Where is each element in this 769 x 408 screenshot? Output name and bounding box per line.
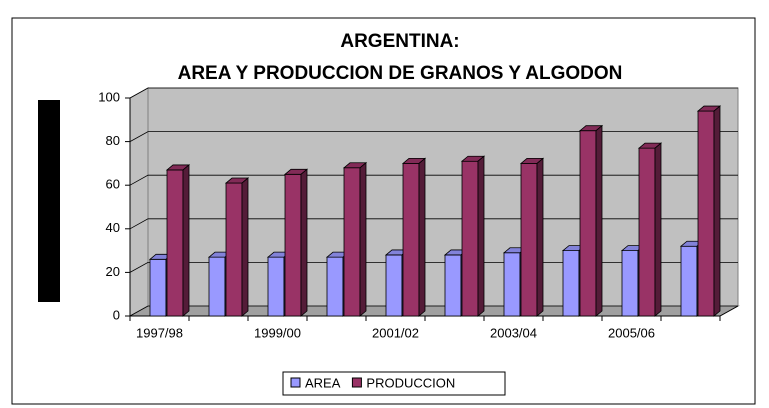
bar-front (385, 254, 403, 317)
bar-front (208, 256, 226, 317)
bar (637, 142, 663, 317)
legend-swatch (351, 377, 362, 388)
y-tick-label: 100 (98, 89, 120, 104)
chart-title: ARGENTINA: (340, 31, 459, 52)
bar-side (536, 157, 544, 317)
legend-swatch (290, 377, 301, 388)
bar-front (461, 160, 479, 317)
y-tick-label: 40 (106, 220, 120, 235)
x-axis-end (719, 305, 739, 317)
bar-front (680, 245, 698, 317)
legend-label: AREA (305, 375, 341, 390)
bar-side (595, 124, 603, 317)
bar-front (638, 147, 656, 317)
x-tick-label: 1997/98 (136, 325, 183, 340)
y-tick-label: 0 (113, 307, 120, 322)
bar (401, 157, 427, 317)
bar-side (477, 155, 485, 317)
bar-front (149, 258, 167, 317)
bar-side (654, 142, 662, 317)
bar-side (713, 105, 721, 317)
bar (578, 124, 604, 317)
bar (519, 157, 545, 317)
bar (696, 105, 722, 317)
bar-front (621, 250, 639, 317)
bar-front (343, 167, 361, 317)
y-tick-label: 60 (106, 177, 120, 192)
bar (283, 168, 309, 317)
bar-front (284, 173, 302, 317)
bar-front (579, 130, 597, 317)
x-tick-label: 2005/06 (608, 325, 655, 340)
bar-front (562, 250, 580, 317)
y-tick-label: 80 (106, 133, 120, 148)
legend (282, 371, 506, 396)
x-tick-label: 1999/00 (254, 325, 301, 340)
bar-front (520, 162, 538, 317)
grid-line (129, 87, 738, 99)
black-block (38, 100, 60, 302)
bar-front (225, 182, 243, 317)
x-tick-label: 2001/02 (372, 325, 419, 340)
bar (460, 155, 486, 317)
bar-front (166, 169, 184, 317)
side-wall (129, 87, 149, 317)
bar-front (326, 256, 344, 317)
bar-side (359, 161, 367, 317)
x-tick-label: 2003/04 (490, 325, 537, 340)
chart-subtitle: AREA Y PRODUCCION DE GRANOS Y ALGODON (178, 63, 623, 84)
bar-side (418, 157, 426, 317)
bar-front (697, 110, 715, 317)
bar (342, 161, 368, 317)
y-tick-label: 20 (106, 264, 120, 279)
bar-side (300, 168, 308, 317)
bar-front (444, 254, 462, 317)
bar-front (267, 256, 285, 317)
bar (224, 177, 250, 317)
grid-line (129, 131, 738, 142)
legend-label: PRODUCCION (366, 375, 455, 390)
bar-side (241, 177, 249, 317)
bar-front (503, 252, 521, 317)
bar (165, 164, 191, 317)
bar-front (402, 162, 420, 317)
bar-side (182, 164, 190, 317)
